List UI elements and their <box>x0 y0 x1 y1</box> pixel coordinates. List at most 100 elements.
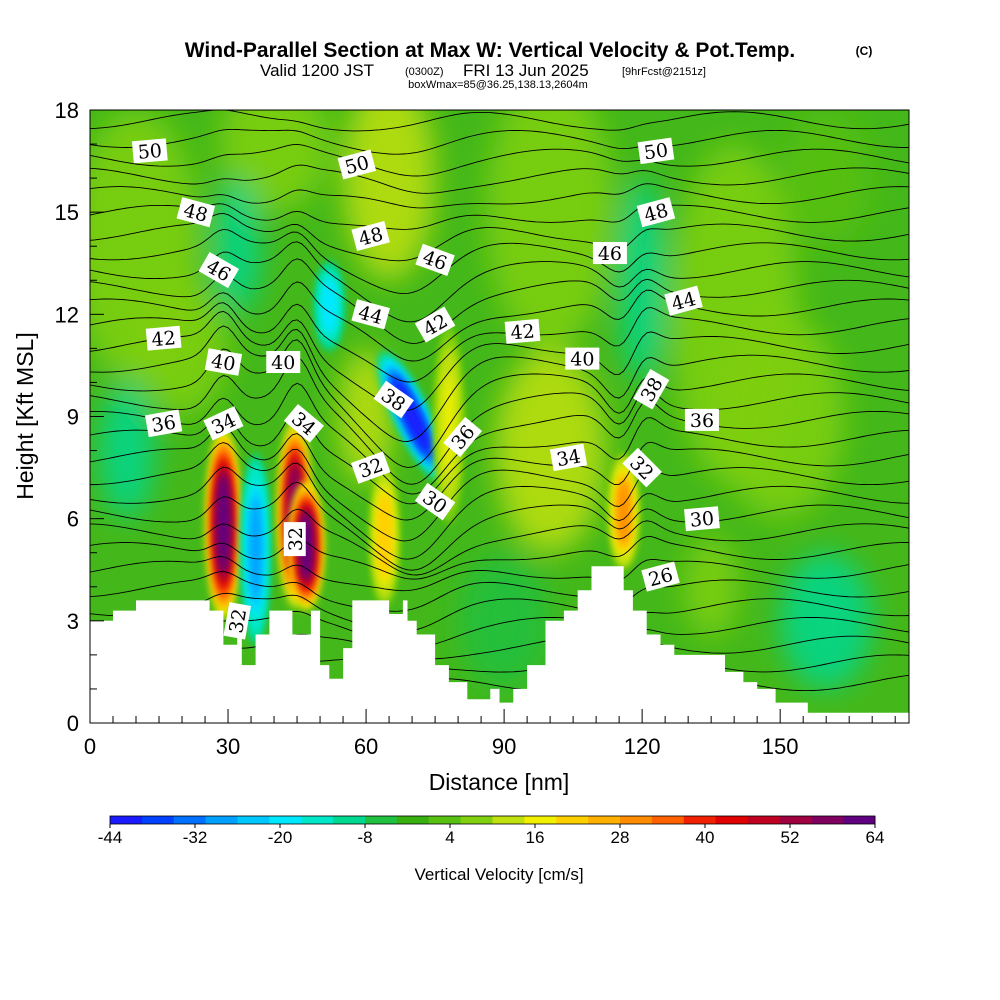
contour-label-box <box>283 522 306 557</box>
x-axis-title: Distance [nm] <box>429 769 570 795</box>
chart-title-block: Wind-Parallel Section at Max W: Vertical… <box>185 39 873 91</box>
colorbar-swatch <box>301 816 334 824</box>
contour-label-text: 34 <box>555 445 583 471</box>
colorbar-swatch <box>588 816 621 824</box>
contour-label-box <box>592 242 627 265</box>
contour-label-text: 36 <box>690 410 714 432</box>
background-patch <box>485 110 615 349</box>
contour-label-box <box>684 506 720 532</box>
contour-label-text: 40 <box>271 352 295 374</box>
contour-label: 34 <box>549 443 588 472</box>
contour-label-box <box>204 348 243 376</box>
contour-label-text: 32 <box>285 527 307 551</box>
contour-label: 46 <box>592 242 627 265</box>
contour-label-box <box>633 369 670 410</box>
isentrope-line <box>90 592 909 633</box>
contour-label-box <box>223 602 252 640</box>
contour-label: 40 <box>565 347 600 371</box>
colorbar-swatch <box>683 816 717 824</box>
isentrope-line <box>90 382 909 495</box>
updraft-core-0 <box>205 429 242 619</box>
contour-label-box <box>549 443 588 472</box>
colorbar-swatch <box>460 816 493 824</box>
isentrope-line <box>90 302 909 383</box>
colorbar: -44 -32 -20 -8 4 16 28 40 52 64 <box>98 815 885 847</box>
isentrope-line <box>90 556 909 592</box>
contour-label: 36 <box>684 408 719 432</box>
colorbar-swatch <box>492 816 525 824</box>
colorbar-swatch <box>651 816 685 824</box>
valid-time: Valid 1200 JST <box>260 61 374 80</box>
isentrope-line <box>90 128 909 155</box>
contour-label-text: 46 <box>598 243 622 265</box>
background-patch <box>214 178 261 315</box>
x-tick-label: 30 <box>216 734 240 759</box>
isentrope-line <box>90 310 909 411</box>
background-patch <box>136 280 229 417</box>
isentrope-line <box>90 143 909 177</box>
contour-label-box <box>504 318 541 344</box>
contour-label: 42 <box>145 325 182 351</box>
contour-label-box <box>641 561 680 592</box>
isentrope-line <box>90 241 909 323</box>
isentrope-line <box>549 110 837 111</box>
velocity-shade <box>618 481 629 542</box>
colorbar-tick-label: 4 <box>445 828 454 847</box>
colorbar-swatch <box>237 816 270 824</box>
isentrope-line <box>90 213 909 262</box>
contour-label: 40 <box>266 351 301 374</box>
colorbar-swatch <box>428 816 462 824</box>
colorbar-tick-label: 28 <box>611 828 630 847</box>
y-tick-label: 18 <box>55 98 79 123</box>
forecast-info: [9hrFcst@2151z] <box>622 66 706 78</box>
isentrope-line <box>90 339 909 468</box>
contour-label: 40 <box>204 348 243 376</box>
background-patch <box>780 110 873 247</box>
colorbar-swatch <box>396 816 430 824</box>
colorbar-swatch <box>333 816 366 824</box>
contour-label-box <box>415 243 455 276</box>
colorbar-tick-label: -20 <box>268 828 293 847</box>
colorbar-swatch <box>141 816 175 824</box>
contour-label-box <box>131 138 168 164</box>
isentrope-line <box>90 508 909 576</box>
contour-label-text: 40 <box>209 350 237 376</box>
contour-label-box <box>351 299 390 330</box>
colorbar-title: Vertical Velocity [cm/s] <box>414 865 583 884</box>
isentrope-line <box>90 228 909 295</box>
contour-label-text: 30 <box>689 508 715 532</box>
contour-label-box <box>350 451 391 484</box>
box-wmax-info: boxWmax=85@36.25,138.13,2604m <box>408 79 588 91</box>
colorbar-tick-label: 16 <box>526 828 545 847</box>
colorbar-swatch <box>715 816 748 824</box>
x-tick-label: 60 <box>354 734 378 759</box>
contour-label-box <box>337 149 377 180</box>
y-tick-label: 9 <box>67 405 79 430</box>
downdraft-core-6 <box>314 261 344 351</box>
isentrope-line <box>90 325 909 442</box>
isentrope-line <box>90 281 909 362</box>
x-tick-label: 120 <box>624 734 661 759</box>
colorbar-swatch <box>779 816 812 824</box>
contour-label: 32 <box>223 602 252 640</box>
contour-label: 32 <box>283 522 307 557</box>
contour-label: 36 <box>144 409 183 437</box>
contour-label: 48 <box>176 197 216 228</box>
colorbar-swatch <box>269 816 302 824</box>
isentrope-line <box>90 481 909 571</box>
contour-label-box <box>637 137 675 165</box>
theta-contours <box>90 110 909 692</box>
contour-label-box <box>283 403 325 443</box>
colorbar-swatch <box>365 816 398 824</box>
y-tick-label: 15 <box>55 200 79 225</box>
isentrope-line <box>90 356 909 485</box>
contour-label-box <box>684 408 719 431</box>
colorbar-swatch <box>110 816 143 824</box>
contour-label-box <box>373 380 414 419</box>
colorbar-frame <box>109 815 876 825</box>
contour-label-box <box>266 351 301 374</box>
velocity-shade <box>379 498 390 574</box>
colorbar-tick-label: 64 <box>866 828 885 847</box>
contour-label-text: 36 <box>150 411 178 437</box>
